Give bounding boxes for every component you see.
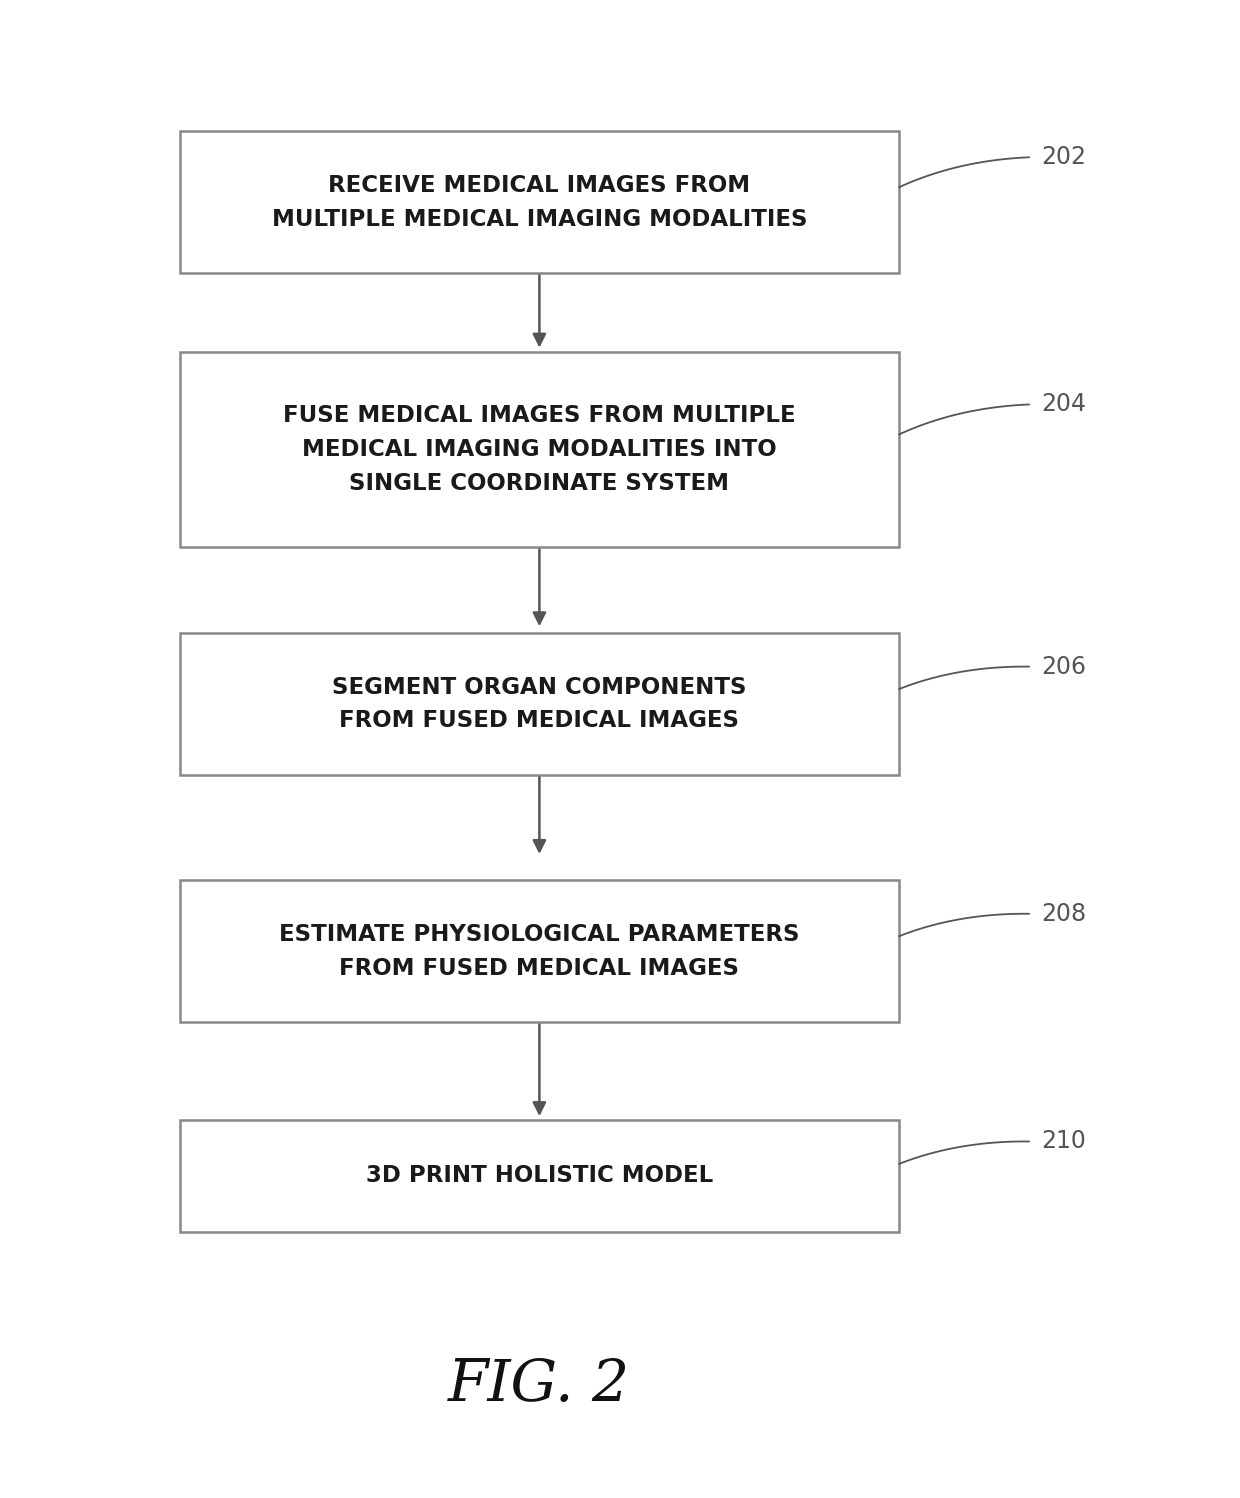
Text: 204: 204 bbox=[1042, 392, 1086, 416]
Text: 210: 210 bbox=[1042, 1129, 1086, 1153]
Text: SEGMENT ORGAN COMPONENTS
FROM FUSED MEDICAL IMAGES: SEGMENT ORGAN COMPONENTS FROM FUSED MEDI… bbox=[332, 676, 746, 733]
FancyBboxPatch shape bbox=[180, 632, 899, 776]
FancyBboxPatch shape bbox=[180, 1121, 899, 1231]
Text: FUSE MEDICAL IMAGES FROM MULTIPLE
MEDICAL IMAGING MODALITIES INTO
SINGLE COORDIN: FUSE MEDICAL IMAGES FROM MULTIPLE MEDICA… bbox=[283, 404, 796, 494]
FancyBboxPatch shape bbox=[180, 132, 899, 273]
Text: RECEIVE MEDICAL IMAGES FROM
MULTIPLE MEDICAL IMAGING MODALITIES: RECEIVE MEDICAL IMAGES FROM MULTIPLE MED… bbox=[272, 174, 807, 231]
Text: 3D PRINT HOLISTIC MODEL: 3D PRINT HOLISTIC MODEL bbox=[366, 1164, 713, 1188]
Text: 208: 208 bbox=[1042, 902, 1086, 926]
Text: ESTIMATE PHYSIOLOGICAL PARAMETERS
FROM FUSED MEDICAL IMAGES: ESTIMATE PHYSIOLOGICAL PARAMETERS FROM F… bbox=[279, 923, 800, 980]
Text: FIG. 2: FIG. 2 bbox=[449, 1357, 630, 1414]
Text: 202: 202 bbox=[1042, 145, 1086, 169]
Text: 206: 206 bbox=[1042, 655, 1086, 679]
FancyBboxPatch shape bbox=[180, 352, 899, 547]
FancyBboxPatch shape bbox=[180, 881, 899, 1022]
